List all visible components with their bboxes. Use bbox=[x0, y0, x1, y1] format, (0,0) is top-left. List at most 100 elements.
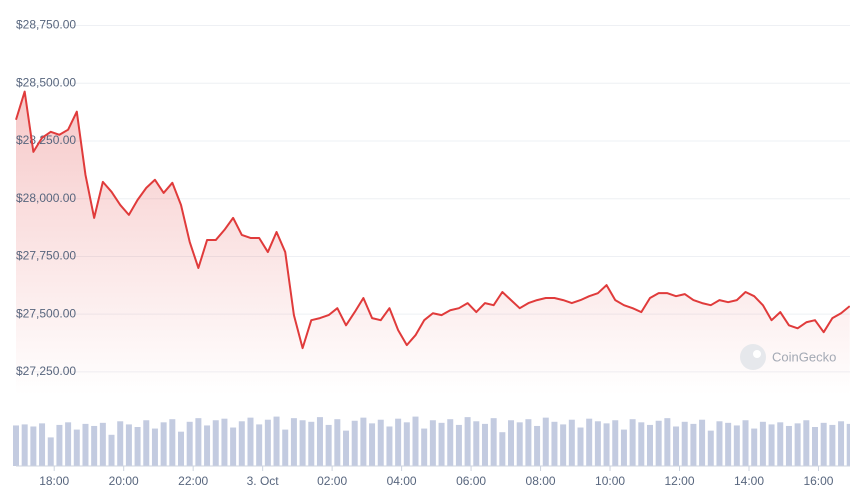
volume-bar bbox=[282, 429, 289, 466]
volume-bar bbox=[360, 417, 367, 466]
volume-bar bbox=[273, 416, 280, 466]
volume-bar bbox=[629, 419, 636, 466]
watermark-logo-eye bbox=[753, 350, 761, 358]
y-tick-label: $28,750.00 bbox=[16, 18, 76, 32]
x-tick-label: 14:00 bbox=[734, 474, 764, 488]
y-tick-label: $28,000.00 bbox=[16, 191, 76, 205]
watermark-logo bbox=[740, 344, 766, 370]
volume-bar bbox=[73, 429, 80, 466]
volume-bar bbox=[386, 426, 393, 466]
volume-bar bbox=[551, 421, 558, 466]
volume-bar bbox=[664, 418, 671, 466]
volume-bar bbox=[403, 422, 410, 466]
y-tick-label: $28,500.00 bbox=[16, 75, 76, 89]
volume-bar bbox=[725, 422, 732, 466]
volume-bar bbox=[681, 421, 688, 466]
volume-bar bbox=[577, 427, 584, 466]
watermark-text: CoinGecko bbox=[772, 349, 836, 364]
volume-bar bbox=[490, 418, 497, 466]
y-tick-label: $27,500.00 bbox=[16, 306, 76, 320]
volume-bar bbox=[369, 423, 376, 466]
volume-bar bbox=[638, 422, 645, 466]
watermark: CoinGecko bbox=[740, 344, 836, 370]
volume-bar bbox=[499, 432, 506, 466]
volume-bar bbox=[343, 430, 350, 466]
volume-bar bbox=[99, 422, 106, 466]
volume-bar bbox=[612, 420, 619, 466]
price-line bbox=[15, 90, 850, 350]
volume-bar bbox=[143, 420, 150, 466]
volume-bar bbox=[455, 424, 462, 466]
volume-bar bbox=[699, 419, 706, 466]
x-tick-label: 3. Oct bbox=[247, 474, 280, 488]
volume-bar bbox=[707, 430, 714, 466]
volume-bar bbox=[586, 418, 593, 466]
volume-bar bbox=[91, 425, 98, 466]
volume-bar bbox=[412, 416, 419, 466]
volume-bar bbox=[151, 428, 158, 466]
volume-bar bbox=[325, 424, 332, 466]
volume-bar bbox=[812, 427, 818, 466]
volume-bar bbox=[13, 425, 19, 466]
volume-bar bbox=[21, 424, 28, 466]
line-layer bbox=[15, 90, 850, 350]
volume-bar bbox=[204, 425, 211, 466]
volume-bar bbox=[508, 420, 515, 466]
volume-bar bbox=[646, 424, 653, 466]
x-tick-label: 20:00 bbox=[109, 474, 139, 488]
volume-bar bbox=[30, 426, 37, 466]
volume-bar bbox=[777, 422, 784, 466]
volume-bar bbox=[256, 424, 263, 466]
volume-bar bbox=[377, 419, 384, 466]
volume-bar bbox=[125, 424, 132, 466]
volume-bar bbox=[534, 425, 541, 466]
volume-bar bbox=[290, 418, 297, 466]
volume-bar bbox=[438, 422, 445, 466]
volume-bar bbox=[195, 418, 202, 466]
volume-bar bbox=[178, 431, 185, 466]
volume-bar bbox=[160, 422, 167, 466]
volume-bar bbox=[447, 419, 454, 466]
volume-bar bbox=[238, 421, 245, 466]
volume-bar bbox=[838, 421, 845, 466]
volume-bar bbox=[221, 418, 228, 466]
volume-bar bbox=[65, 422, 72, 466]
volume-bar bbox=[429, 420, 436, 466]
volume-bar bbox=[733, 425, 740, 466]
volume-bar bbox=[794, 423, 801, 466]
volume-bar bbox=[473, 421, 480, 466]
x-tick-label: 08:00 bbox=[526, 474, 556, 488]
volume-bar bbox=[846, 423, 850, 466]
volume-bar bbox=[334, 419, 341, 466]
volume-bar bbox=[421, 428, 428, 466]
volume-bar bbox=[264, 419, 271, 466]
price-area bbox=[16, 91, 850, 395]
area-layer bbox=[16, 91, 850, 395]
volume-bar bbox=[169, 419, 176, 466]
volume-bar bbox=[759, 421, 766, 466]
volume-bar bbox=[316, 417, 323, 466]
volume-bar bbox=[82, 423, 89, 466]
volume-bar bbox=[716, 421, 723, 466]
x-tick-label: 12:00 bbox=[665, 474, 695, 488]
volume-bar bbox=[742, 420, 749, 466]
volume-bar bbox=[594, 421, 601, 466]
volume-bar bbox=[542, 417, 549, 466]
volume-bar bbox=[690, 423, 697, 466]
x-tick-label: 06:00 bbox=[456, 474, 486, 488]
x-tick-label: 02:00 bbox=[317, 474, 347, 488]
volume-bar bbox=[299, 420, 306, 466]
x-tick-label: 16:00 bbox=[803, 474, 833, 488]
volume-bar bbox=[351, 420, 358, 466]
volume-bar bbox=[803, 420, 810, 466]
volume-bar bbox=[47, 437, 54, 466]
x-tick-label: 10:00 bbox=[595, 474, 625, 488]
volume-bar bbox=[108, 434, 115, 466]
volume-bar bbox=[56, 424, 63, 466]
x-tick-label: 18:00 bbox=[39, 474, 69, 488]
volume-bar bbox=[39, 423, 46, 466]
volume-bar bbox=[751, 428, 758, 466]
volume-bar bbox=[516, 422, 523, 466]
volume-bar bbox=[620, 429, 627, 466]
